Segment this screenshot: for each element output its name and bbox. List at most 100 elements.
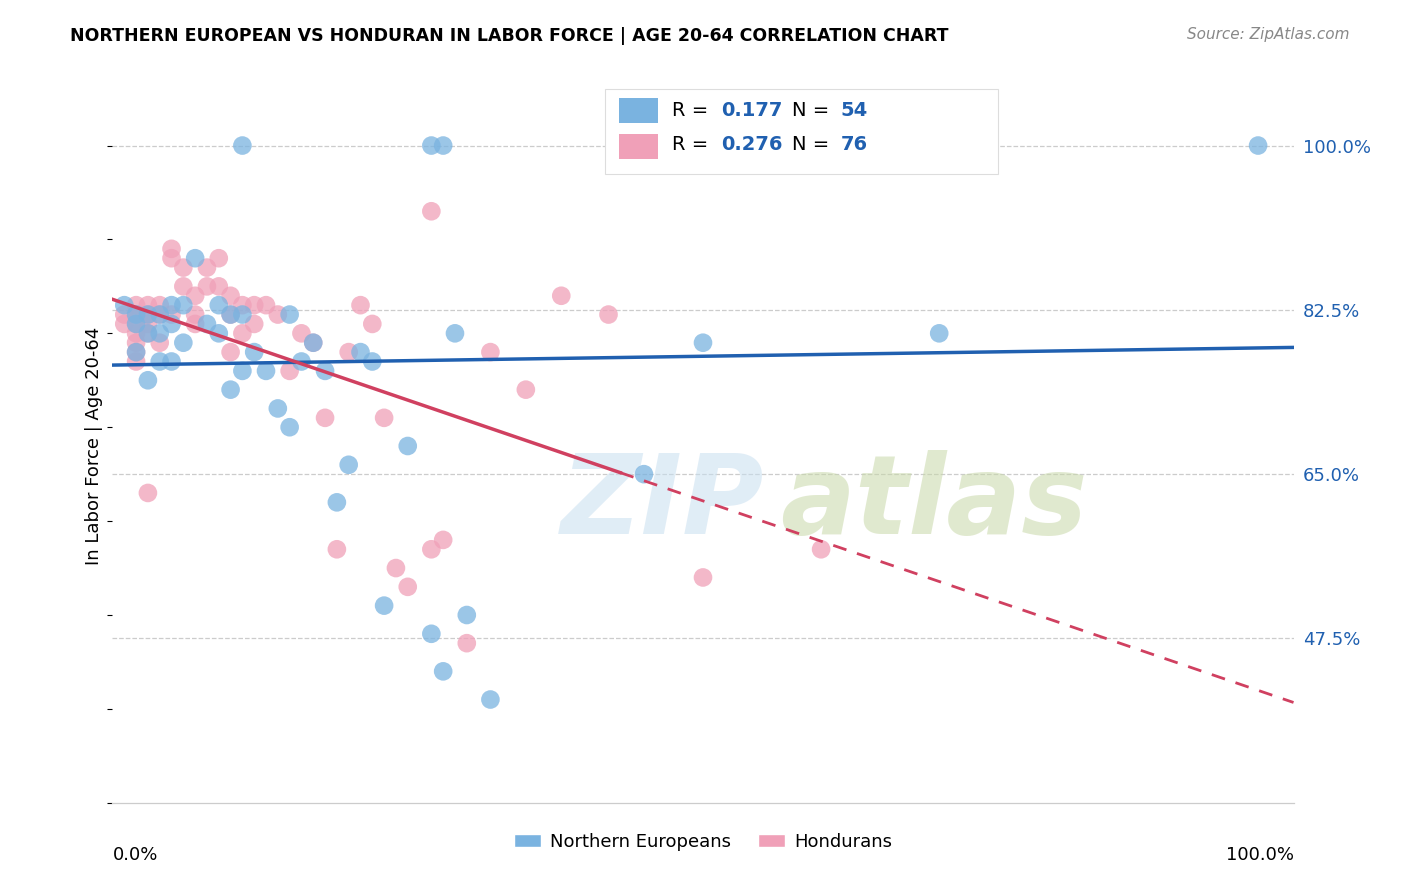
Text: Source: ZipAtlas.com: Source: ZipAtlas.com [1187,27,1350,42]
Point [136,308,159,322]
Point [420,204,443,219]
Point [125,308,148,322]
Point [136,373,159,387]
Point [149,326,172,341]
Legend: Northern Europeans, Hondurans: Northern Europeans, Hondurans [506,826,900,858]
Point [219,345,242,359]
Point [219,383,242,397]
Point [219,308,242,322]
Point [195,317,218,331]
Point [125,335,148,350]
Point [349,298,371,312]
Point [337,345,360,359]
Point [160,298,183,312]
Point [515,383,537,397]
Text: R =: R = [672,101,714,120]
Point [125,345,148,359]
Point [172,335,194,350]
Point [278,308,301,322]
Point [432,533,454,547]
Point [349,345,371,359]
Point [125,354,148,368]
Point [125,345,148,359]
Point [302,335,325,350]
Point [337,458,360,472]
Point [149,308,172,322]
Point [136,317,159,331]
Point [136,308,159,322]
Point [243,345,266,359]
Point [326,542,349,557]
Point [172,260,194,275]
Point [420,138,443,153]
Point [160,242,183,256]
Text: N =: N = [792,101,835,120]
Point [810,542,832,557]
Point [254,364,277,378]
Point [444,326,467,341]
Point [208,326,231,341]
Point [290,326,312,341]
Point [254,298,277,312]
Point [136,326,159,341]
Point [125,298,148,312]
Point [112,317,135,331]
Point [326,495,349,509]
Point [125,317,148,331]
Text: 54: 54 [841,101,868,120]
Point [231,326,253,341]
Point [184,317,207,331]
Point [314,410,336,425]
Point [598,308,620,322]
Point [928,326,950,341]
Point [550,289,572,303]
Text: N =: N = [792,135,835,154]
Point [149,298,172,312]
Point [290,354,312,368]
Point [243,317,266,331]
Text: 0.0%: 0.0% [112,846,157,863]
Point [267,308,290,322]
Point [361,317,384,331]
Point [160,317,183,331]
Text: NORTHERN EUROPEAN VS HONDURAN IN LABOR FORCE | AGE 20-64 CORRELATION CHART: NORTHERN EUROPEAN VS HONDURAN IN LABOR F… [70,27,949,45]
Point [456,636,478,650]
Point [396,439,419,453]
Point [775,138,797,153]
Point [396,580,419,594]
Point [160,354,183,368]
Point [373,410,395,425]
Text: 100.0%: 100.0% [1226,846,1294,863]
Point [149,308,172,322]
Point [136,326,159,341]
Point [160,251,183,265]
Text: R =: R = [672,135,714,154]
Point [692,570,714,584]
Point [195,279,218,293]
Point [184,289,207,303]
Point [267,401,290,416]
Point [633,467,655,482]
Point [195,260,218,275]
Text: atlas: atlas [780,450,1087,557]
Point [184,308,207,322]
Point [112,298,135,312]
Text: 76: 76 [841,135,868,154]
Point [361,354,384,368]
Point [172,279,194,293]
Point [208,298,231,312]
Point [149,335,172,350]
Point [219,308,242,322]
Point [136,298,159,312]
Point [314,364,336,378]
Point [278,364,301,378]
Point [160,308,183,322]
Point [456,607,478,622]
Point [208,279,231,293]
Text: ZIP: ZIP [561,450,765,557]
Point [432,665,454,679]
Point [136,486,159,500]
Point [231,138,253,153]
Point [172,298,194,312]
Point [125,317,148,331]
